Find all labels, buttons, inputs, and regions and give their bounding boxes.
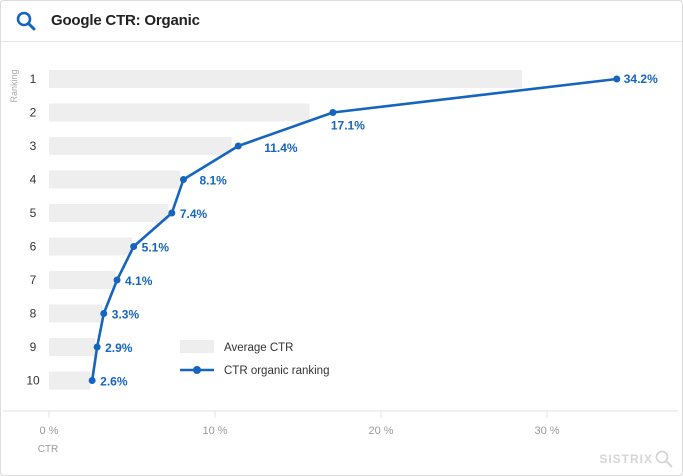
line-point[interactable] — [100, 310, 108, 317]
y-tick-label: 7 — [30, 273, 37, 287]
data-label: 4.1% — [125, 274, 153, 288]
data-label: 17.1% — [331, 119, 365, 133]
bar-average-ctr — [49, 271, 116, 289]
x-tick-label: 30 % — [534, 425, 559, 437]
brand-logo: SISTRIX — [599, 452, 653, 466]
line-point[interactable] — [179, 176, 187, 183]
y-tick-label: 3 — [30, 139, 37, 153]
data-label: 2.6% — [100, 375, 128, 389]
legend-swatch-point — [193, 366, 201, 374]
x-axis-label: CTR — [38, 444, 59, 455]
y-tick-label: 1 — [30, 72, 37, 86]
bar-average-ctr — [49, 304, 103, 323]
bar-average-ctr — [49, 137, 232, 155]
line-point[interactable] — [329, 109, 337, 116]
bar-average-ctr — [49, 103, 310, 122]
line-point[interactable] — [130, 243, 138, 250]
y-tick-label: 9 — [30, 340, 37, 354]
data-label: 8.1% — [199, 174, 227, 188]
line-point[interactable] — [168, 209, 176, 217]
legend-label-average-ctr: Average CTR — [224, 342, 293, 354]
y-tick-label: 2 — [30, 106, 37, 120]
legend-label-ctr-organic: CTR organic ranking — [224, 365, 329, 377]
line-point[interactable] — [613, 75, 621, 83]
y-tick-label: 10 — [26, 374, 40, 388]
y-tick-label: 4 — [30, 173, 37, 187]
bar-average-ctr — [49, 237, 132, 256]
legend-swatch-average-ctr — [180, 340, 214, 353]
y-tick-label: 6 — [30, 240, 37, 254]
data-label: 5.1% — [142, 241, 170, 255]
data-label: 2.9% — [105, 341, 133, 355]
y-tick-label: 8 — [30, 307, 37, 321]
y-tick-label: 5 — [30, 206, 37, 220]
bar-average-ctr — [49, 70, 523, 88]
y-axis-label: Ranking — [9, 69, 19, 102]
line-ctr-organic — [90, 77, 617, 381]
data-label: 7.4% — [180, 207, 208, 221]
data-label: 34.2% — [624, 72, 658, 86]
x-tick-label: 0 % — [40, 425, 59, 437]
data-label: 11.4% — [264, 141, 298, 155]
line-point[interactable] — [234, 142, 242, 150]
data-label: 3.3% — [112, 308, 140, 322]
line-point[interactable] — [93, 343, 101, 351]
bar-average-ctr — [49, 338, 96, 356]
bar-average-ctr — [49, 371, 91, 390]
bar-average-ctr — [49, 170, 181, 189]
bar-average-ctr — [49, 204, 169, 222]
magnifier-logo-icon — [655, 450, 673, 468]
x-tick-label: 20 % — [368, 425, 393, 437]
page-title: Google CTR: Organic — [51, 12, 200, 29]
search-icon[interactable] — [15, 10, 37, 32]
line-point[interactable] — [88, 377, 96, 384]
x-tick-label: 10 % — [202, 425, 227, 437]
card-header: Google CTR: Organic — [1, 1, 682, 42]
line-point[interactable] — [113, 276, 121, 284]
